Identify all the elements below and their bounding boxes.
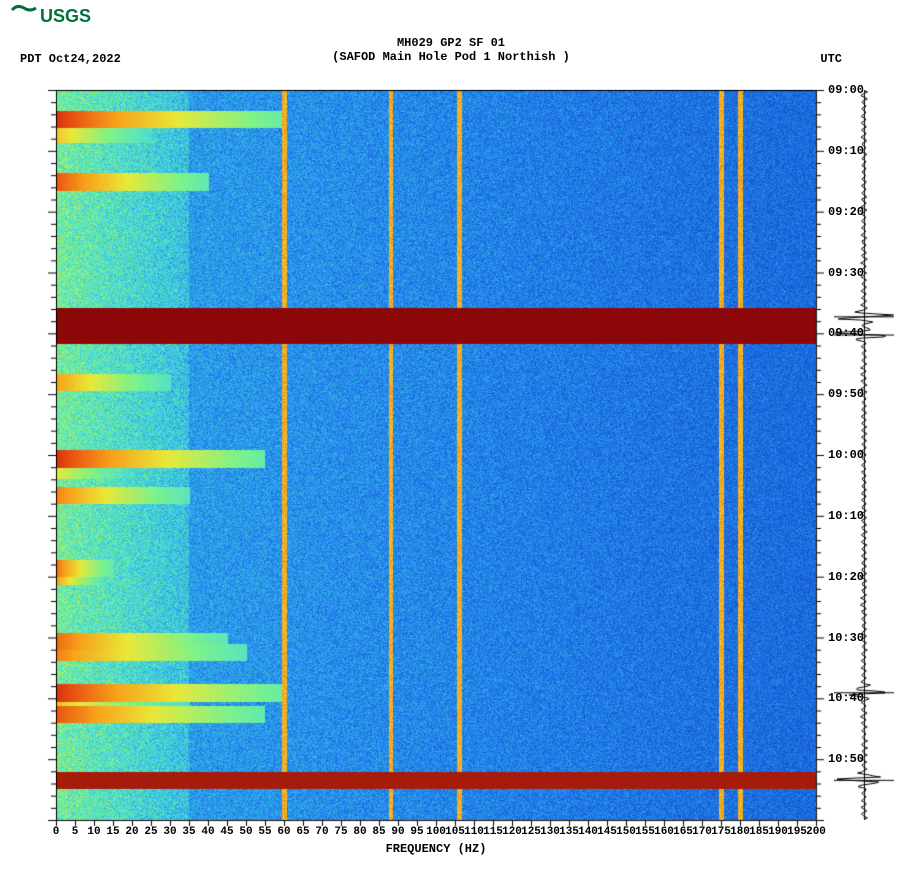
x-tick: 60 — [277, 826, 290, 838]
axes-overlay — [0, 0, 902, 893]
x-tick: 140 — [578, 826, 598, 838]
x-tick: 180 — [730, 826, 750, 838]
x-tick: 195 — [787, 826, 807, 838]
x-tick: 35 — [182, 826, 195, 838]
x-tick: 30 — [163, 826, 176, 838]
x-tick: 160 — [654, 826, 674, 838]
x-tick: 105 — [445, 826, 465, 838]
x-tick: 10 — [87, 826, 100, 838]
x-tick: 25 — [144, 826, 157, 838]
x-tick: 55 — [258, 826, 271, 838]
x-tick: 120 — [502, 826, 522, 838]
x-tick: 70 — [315, 826, 328, 838]
x-tick: 170 — [692, 826, 712, 838]
x-tick: 200 — [806, 826, 826, 838]
x-tick: 150 — [616, 826, 636, 838]
x-tick: 130 — [540, 826, 560, 838]
x-tick: 50 — [239, 826, 252, 838]
page-root: USGS MH029 GP2 SF 01 (SAFOD Main Hole Po… — [0, 0, 902, 893]
x-tick: 175 — [711, 826, 731, 838]
right-time-tick: 09:00 — [828, 83, 864, 97]
right-time-tick: 09:50 — [828, 387, 864, 401]
x-tick: 40 — [201, 826, 214, 838]
x-tick: 135 — [559, 826, 579, 838]
right-time-tick: 09:20 — [828, 205, 864, 219]
right-time-tick: 10:10 — [828, 509, 864, 523]
x-tick: 100 — [426, 826, 446, 838]
x-tick: 0 — [53, 826, 60, 838]
x-tick: 5 — [72, 826, 79, 838]
right-time-tick: 10:50 — [828, 752, 864, 766]
x-tick: 80 — [353, 826, 366, 838]
right-time-tick: 10:00 — [828, 448, 864, 462]
x-tick: 185 — [749, 826, 769, 838]
right-time-tick: 10:20 — [828, 570, 864, 584]
right-time-tick: 09:30 — [828, 266, 864, 280]
x-tick: 90 — [391, 826, 404, 838]
x-tick: 20 — [125, 826, 138, 838]
x-tick: 15 — [106, 826, 119, 838]
x-tick: 165 — [673, 826, 693, 838]
x-axis-title: FREQUENCY (HZ) — [56, 842, 816, 856]
right-time-tick: 09:10 — [828, 144, 864, 158]
x-tick: 85 — [372, 826, 385, 838]
right-time-tick: 10:30 — [828, 631, 864, 645]
x-tick: 45 — [220, 826, 233, 838]
x-tick: 110 — [464, 826, 484, 838]
x-tick: 75 — [334, 826, 347, 838]
x-tick: 155 — [635, 826, 655, 838]
x-tick: 125 — [521, 826, 541, 838]
right-time-tick: 09:40 — [828, 326, 864, 340]
x-tick: 145 — [597, 826, 617, 838]
x-tick: 190 — [768, 826, 788, 838]
x-tick: 65 — [296, 826, 309, 838]
right-time-tick: 10:40 — [828, 691, 864, 705]
x-tick: 95 — [410, 826, 423, 838]
x-tick: 115 — [483, 826, 503, 838]
